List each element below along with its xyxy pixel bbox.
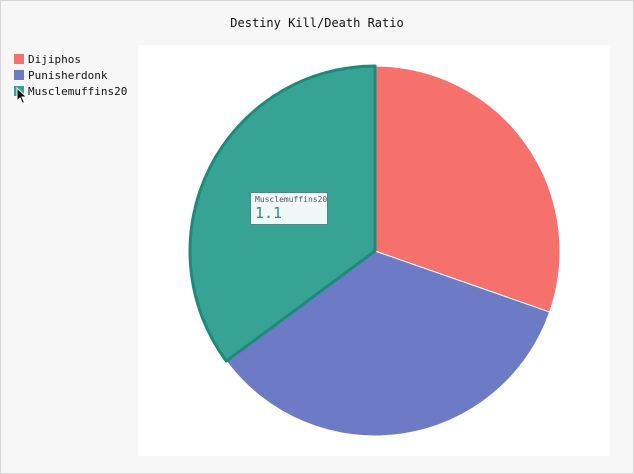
legend-swatch [14,54,24,64]
legend-item-dijiphos[interactable]: Dijiphos [14,51,127,67]
legend-label: Musclemuffins20 [28,84,128,98]
plot-area: Musclemuffins20 1.1 [138,45,610,456]
tooltip: Musclemuffins20 1.1 [250,192,328,225]
tooltip-value: 1.1 [255,204,283,222]
legend-item-musclemuffins20[interactable]: Musclemuffins20 [14,83,127,99]
legend-item-punisherdonk[interactable]: Punisherdonk [14,67,127,83]
legend-label: Dijiphos [28,52,81,66]
tooltip-label: Musclemuffins20 [255,195,328,204]
pie-slice-punisherdonk[interactable] [225,250,551,437]
legend: Dijiphos Punisherdonk Musclemuffins20 [14,51,127,99]
mouse-pointer-icon [16,87,28,105]
legend-swatch [14,70,24,80]
legend-label: Punisherdonk [28,68,108,82]
pie-slice-dijiphos[interactable] [374,65,561,313]
chart-title: Destiny Kill/Death Ratio [230,16,404,30]
pie-chart [188,64,561,437]
